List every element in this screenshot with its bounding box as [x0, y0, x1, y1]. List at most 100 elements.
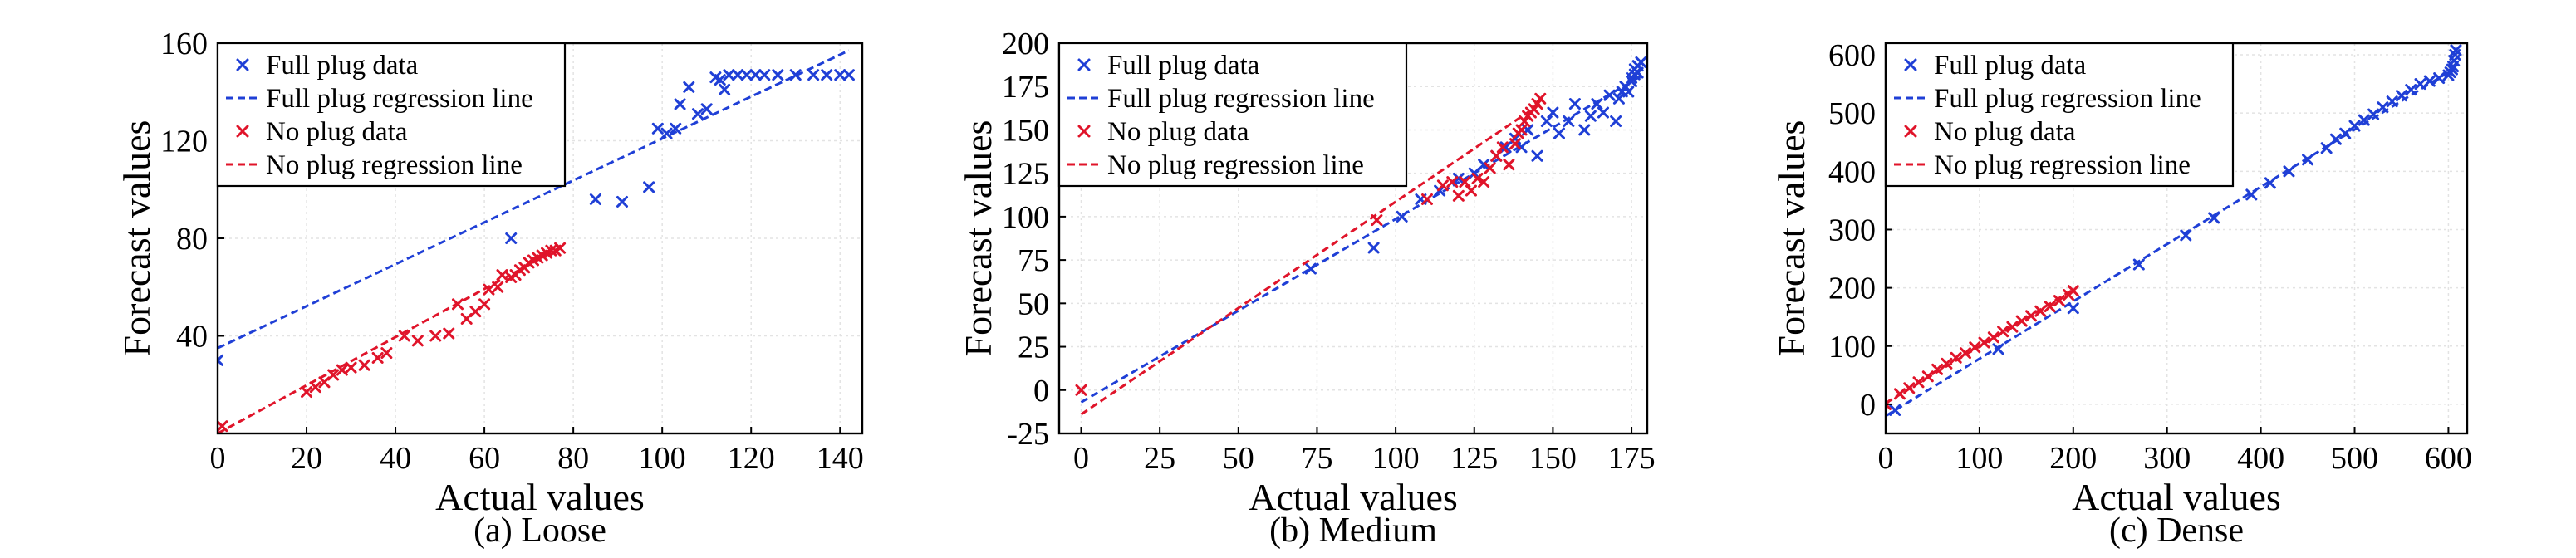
- legend-label: No plug regression line: [1934, 150, 2191, 180]
- x-tick-label: 150: [1529, 441, 1577, 476]
- data-point: [460, 312, 473, 325]
- data-point: [674, 98, 686, 110]
- data-point: [723, 69, 735, 81]
- data-point: [1503, 159, 1515, 171]
- regression-line: [1886, 66, 2457, 418]
- data-point: [380, 347, 393, 360]
- data-point: [443, 327, 455, 340]
- legend-label: Full plug data: [1107, 51, 1260, 81]
- data-point: [700, 103, 713, 115]
- data-point: [714, 74, 726, 86]
- data-point: [740, 69, 753, 81]
- regression-line: [1886, 288, 2074, 404]
- data-point: [2180, 229, 2192, 242]
- data-point: [1499, 141, 1512, 154]
- data-point: [1519, 115, 1531, 127]
- regression-line: [218, 49, 850, 350]
- data-point: [2132, 258, 2145, 271]
- data-point: [1635, 56, 1647, 68]
- data-point: [1490, 149, 1503, 162]
- y-tick-label: 0: [1860, 388, 1876, 423]
- legend-label: Full plug data: [266, 51, 419, 81]
- data-point: [2283, 165, 2295, 178]
- y-tick-label: 40: [176, 320, 208, 355]
- legend-marker-swatch: [236, 58, 249, 71]
- data-point: [1452, 172, 1465, 184]
- y-tick-label: 75: [1018, 243, 1049, 278]
- data-point: [358, 359, 370, 371]
- data-point: [616, 195, 629, 208]
- data-point: [1547, 106, 1559, 119]
- data-point: [318, 376, 331, 389]
- data-point: [1075, 384, 1087, 396]
- x-tick-label: 80: [557, 441, 589, 476]
- data-point: [1436, 179, 1449, 192]
- y-tick-label: 160: [160, 27, 208, 61]
- data-point: [1578, 124, 1591, 136]
- x-tick-label: 100: [1955, 441, 2003, 476]
- data-point: [1584, 110, 1597, 122]
- data-point: [758, 69, 771, 81]
- data-point: [1610, 115, 1622, 127]
- y-tick-label: 100: [1002, 200, 1049, 235]
- legend-box: [1057, 42, 1408, 188]
- legend-marker-swatch: [1077, 58, 1091, 71]
- x-tick-label: 120: [728, 441, 775, 476]
- legend-marker-swatch: [1904, 125, 1917, 138]
- y-tick-label: 400: [1828, 154, 1876, 189]
- y-tick-label: 500: [1828, 96, 1876, 131]
- data-point: [1484, 162, 1496, 174]
- data-point: [691, 108, 704, 120]
- data-point: [1597, 106, 1609, 119]
- data-point: [429, 330, 442, 342]
- chart-panel-3: 0 100 200 300 400 500 600 0 100 200 300 400 500 600 Ac…: [1770, 38, 2472, 550]
- data-point: [218, 354, 223, 366]
- legend-box: [1884, 42, 2235, 188]
- x-tick-label: 400: [2237, 441, 2284, 476]
- data-point: [301, 386, 313, 399]
- data-point: [1420, 193, 1433, 205]
- data-point: [2044, 301, 2056, 313]
- legend-label: Full plug regression line: [266, 84, 533, 114]
- data-point: [1478, 176, 1490, 188]
- data-point: [218, 420, 228, 433]
- legend-marker-swatch: [236, 125, 249, 138]
- x-tick-label: 140: [817, 441, 864, 476]
- data-point: [1531, 149, 1543, 162]
- data-point: [1471, 172, 1484, 184]
- legend-label: No plug regression line: [1107, 150, 1364, 180]
- data-point: [1563, 115, 1575, 127]
- y-tick-label: 300: [1828, 213, 1876, 247]
- data-point: [683, 81, 695, 93]
- x-tick-label: 500: [2331, 441, 2378, 476]
- data-point: [589, 193, 601, 205]
- data-point: [1509, 138, 1521, 150]
- y-tick-label: 150: [1002, 113, 1049, 148]
- data-point: [2067, 285, 2079, 297]
- x-tick-label: 125: [1450, 441, 1498, 476]
- legend-label: No plug data: [1934, 117, 2076, 147]
- x-axis-label: Actual values: [435, 476, 645, 518]
- legend-label: No plug data: [266, 117, 408, 147]
- data-point: [1622, 86, 1635, 98]
- y-axis-label: Forecast values: [115, 120, 158, 357]
- chart-panel-1: 0 20 40 60 80 100 120 140 40 80 120 160 Actual value…: [115, 27, 864, 550]
- data-point: [371, 351, 384, 364]
- x-tick-label: 300: [2143, 441, 2191, 476]
- x-tick-label: 40: [380, 441, 411, 476]
- x-tick-label: 0: [1878, 441, 1894, 476]
- y-tick-label: 175: [1002, 70, 1049, 105]
- data-point: [1515, 124, 1528, 136]
- data-point: [309, 381, 321, 394]
- data-point: [478, 298, 491, 311]
- x-tick-label: 25: [1144, 441, 1175, 476]
- plot-data: [218, 49, 855, 433]
- data-point: [1496, 141, 1509, 154]
- regression-line: [218, 244, 566, 433]
- x-tick-label: 175: [1608, 441, 1656, 476]
- x-tick-label: 100: [1372, 441, 1420, 476]
- x-tick-label: 200: [2049, 441, 2097, 476]
- plot-data: [1075, 56, 1647, 416]
